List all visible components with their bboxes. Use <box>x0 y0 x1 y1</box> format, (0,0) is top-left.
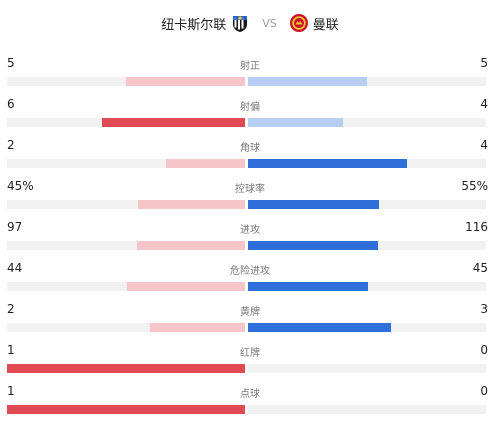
home-value: 45% <box>7 179 34 193</box>
home-bar-fill <box>126 77 245 86</box>
stats-list: 5 射正 5 6 射偏 4 2 角球 4 45% 控球率 55% 97 进攻 116 44 危险进攻 45 2 黄牌 3… <box>0 52 500 421</box>
vs-label: VS <box>262 16 277 30</box>
away-bar-track <box>248 118 486 127</box>
home-bar-track <box>7 241 245 250</box>
stat-label: 点球 <box>240 389 260 400</box>
away-value: 55% <box>461 179 488 193</box>
home-value: 1 <box>7 384 15 398</box>
stat-row: 2 角球 4 <box>0 134 500 175</box>
home-bar-track <box>7 405 245 414</box>
home-bar-track <box>7 159 245 168</box>
stat-label: 进攻 <box>240 225 260 236</box>
stat-label: 危险进攻 <box>230 266 270 277</box>
home-value: 5 <box>7 56 15 70</box>
stat-row: 5 射正 5 <box>0 52 500 93</box>
away-bar-fill <box>248 118 344 127</box>
away-team[interactable]: 曼联 <box>289 13 339 33</box>
stat-label: 角球 <box>240 143 260 154</box>
away-value: 116 <box>465 220 488 234</box>
stat-label: 黄牌 <box>240 307 260 318</box>
stat-row: 97 进攻 116 <box>0 216 500 257</box>
home-bar-fill <box>136 241 245 250</box>
away-bar-track <box>248 159 486 168</box>
away-value: 5 <box>480 56 488 70</box>
away-value: 4 <box>480 97 488 111</box>
away-value: 3 <box>480 302 488 316</box>
home-bar-track <box>7 364 245 373</box>
stat-row: 44 危险进攻 45 <box>0 257 500 298</box>
home-bar-track <box>7 200 245 209</box>
stat-row: 1 红牌 0 <box>0 339 500 380</box>
home-bar-track <box>7 323 245 332</box>
home-value: 2 <box>7 302 15 316</box>
home-value: 97 <box>7 220 23 234</box>
home-bar-fill <box>7 364 245 373</box>
stat-row: 45% 控球率 55% <box>0 175 500 216</box>
away-bar-track <box>248 364 486 373</box>
away-bar-fill <box>248 77 367 86</box>
home-value: 6 <box>7 97 15 111</box>
away-value: 0 <box>480 343 488 357</box>
home-bar-track <box>7 282 245 291</box>
home-bar-fill <box>102 118 245 127</box>
home-bar-track <box>7 77 245 86</box>
away-bar-fill <box>248 323 391 332</box>
home-bar-fill <box>165 159 245 168</box>
newcastle-crest-icon <box>230 13 250 33</box>
home-value: 2 <box>7 138 15 152</box>
away-bar-track <box>248 200 486 209</box>
away-bar-fill <box>248 282 369 291</box>
stat-label: 控球率 <box>235 184 265 195</box>
home-team-name: 纽卡斯尔联 <box>161 17 227 33</box>
away-team-name: 曼联 <box>312 17 339 33</box>
stat-label: 射偏 <box>240 102 260 113</box>
away-bar-fill <box>248 159 407 168</box>
away-value: 4 <box>480 138 488 152</box>
home-value: 1 <box>7 343 15 357</box>
home-bar-fill <box>7 405 245 414</box>
stat-label: 射正 <box>240 61 260 72</box>
stat-row: 6 射偏 4 <box>0 93 500 134</box>
stat-label: 红牌 <box>240 348 260 359</box>
home-bar-fill <box>149 323 245 332</box>
home-bar-fill <box>127 282 245 291</box>
man-united-crest-icon <box>289 13 309 33</box>
away-bar-fill <box>248 241 378 250</box>
stat-row: 2 黄牌 3 <box>0 298 500 339</box>
stat-row: 1 点球 0 <box>0 380 500 421</box>
away-value: 0 <box>480 384 488 398</box>
away-bar-track <box>248 77 486 86</box>
away-bar-fill <box>248 200 379 209</box>
away-bar-track <box>248 241 486 250</box>
match-header: 纽卡斯尔联 VS 曼联 <box>0 0 500 46</box>
home-bar-track <box>7 118 245 127</box>
home-value: 44 <box>7 261 23 275</box>
away-bar-track <box>248 405 486 414</box>
away-value: 45 <box>472 261 488 275</box>
home-team[interactable]: 纽卡斯尔联 <box>161 13 250 33</box>
home-bar-fill <box>137 200 245 209</box>
away-bar-track <box>248 323 486 332</box>
away-bar-track <box>248 282 486 291</box>
